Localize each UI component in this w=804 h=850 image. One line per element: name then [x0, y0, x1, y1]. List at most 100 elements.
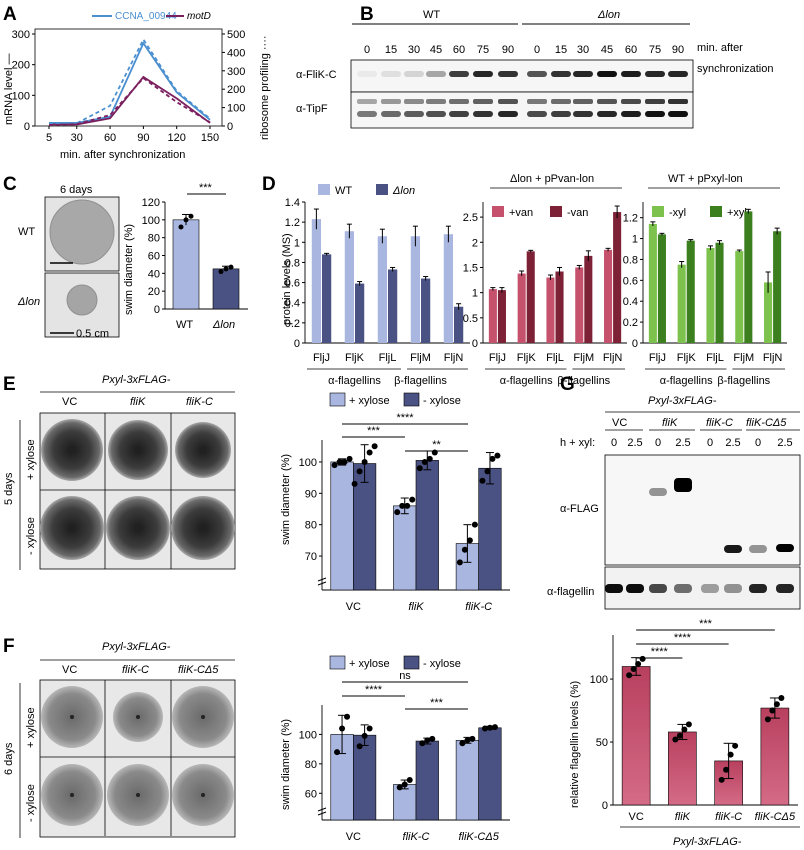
panel-a-ytick-right-label: 0	[227, 121, 233, 133]
panel-c-xtick-wt: WT	[176, 319, 193, 331]
panel-g-bar	[621, 666, 651, 806]
panel-g-band-flagellin	[674, 584, 692, 593]
panel-c-ytick-label: 80	[148, 233, 160, 245]
panel-g-time: 2.5	[725, 437, 740, 449]
panel-b-band-tipf-upper	[449, 99, 469, 104]
panel-b-band-tipf-lower	[404, 111, 424, 117]
panel-b-band-flik	[551, 71, 571, 77]
panel-b-band-tipf-lower	[473, 111, 493, 117]
panel-e-legend-2: - xylose	[423, 395, 461, 407]
panel-e-point	[416, 465, 423, 472]
panel-e-point	[351, 480, 358, 487]
panel-f-axis-break-1	[317, 807, 327, 812]
panel-b-caption-2: synchronization	[697, 63, 773, 75]
panel-g-hxyl: h + xyl:	[560, 437, 595, 449]
panel-g-xtick: VC	[628, 811, 643, 823]
panel-b-time-lon: 75	[649, 44, 661, 56]
panel-g-xtick: fliK-C	[715, 811, 742, 823]
panel-b-band-tipf-upper	[645, 99, 665, 104]
panel-e-inoculation-point	[201, 526, 205, 530]
panel-d-bar	[613, 212, 622, 343]
panel-g-col-1: VC	[612, 417, 627, 429]
panel-f-point	[491, 724, 498, 731]
panel-c-wt-label: WT	[18, 226, 35, 238]
panel-g-sig-label: ***	[699, 618, 713, 630]
panel-e-axis-break-1	[317, 577, 327, 582]
panel-d-xtick: FljJ	[313, 352, 330, 364]
panel-d-bar	[706, 247, 715, 343]
panel-e-legend-swatch-1	[329, 392, 346, 407]
panel-d-xtick: FljJ	[649, 352, 666, 364]
panel-d-bar	[648, 223, 657, 343]
panel-d-xtick: FljL	[546, 352, 564, 364]
panel-b-time-lon: 45	[601, 44, 613, 56]
panel-d-xtick: FljK	[677, 352, 697, 364]
panel-f-point	[344, 713, 351, 720]
panel-d-ytick-label: 2.5	[463, 212, 478, 224]
panel-e-point	[394, 509, 401, 516]
panel-e-point	[331, 462, 338, 469]
panel-g-time: 2.5	[777, 437, 792, 449]
panel-d-xtick: FljK	[517, 352, 537, 364]
panel-b-band-tipf-upper	[573, 99, 593, 104]
panel-b-wt: WT	[423, 9, 440, 21]
panel-c-scale-label: 0.5 cm	[76, 328, 109, 340]
panel-g-point	[778, 694, 785, 701]
panel-g-point	[676, 732, 683, 739]
panel-e-point	[456, 559, 463, 566]
panel-d-ytick-label: 1	[472, 288, 478, 300]
panel-f-ylabel: swim diameter (%)	[280, 719, 292, 810]
panel-g-band-flag	[649, 488, 667, 496]
panel-c-sig: ***	[199, 182, 213, 194]
panel-c-bar	[212, 268, 240, 310]
panel-a-ytick-left-label: 100	[12, 90, 30, 102]
panel-f-bar	[455, 740, 479, 821]
panel-g-time: 2.5	[675, 437, 690, 449]
panel-b-band-tipf-upper	[381, 99, 401, 104]
panel-d-legend-label: WT	[335, 185, 352, 197]
panel-f-ytick-label: 80	[305, 759, 317, 771]
panel-f-point	[424, 737, 431, 744]
panel-f-ytick-label: 60	[305, 788, 317, 800]
panel-f-inoculation-point	[136, 715, 140, 719]
panel-e-point	[371, 443, 378, 450]
panel-g-row1-label: α-FLAG	[560, 503, 599, 515]
panel-g-band-flagellin	[749, 584, 767, 593]
panel-e-ytick-label: 100	[299, 457, 317, 469]
panel-label-a: A	[3, 4, 17, 25]
panel-d-header-3: WT + pPxyl-lon	[668, 173, 743, 185]
panel-label-f: F	[3, 636, 15, 657]
panel-c-xtick-lon: Δlon	[212, 319, 235, 331]
panel-d-bar	[744, 211, 753, 343]
panel-d-ytick-label: 0.2	[285, 318, 300, 330]
panel-g-time: 0	[707, 437, 713, 449]
panel-d-bar	[773, 231, 782, 343]
panel-d-xtick: FljN	[763, 352, 783, 364]
panel-b-band-tipf-upper	[621, 99, 641, 104]
panel-e-point	[471, 521, 478, 528]
panel-b-time-lon: 60	[625, 44, 637, 56]
panel-e-point	[466, 537, 473, 544]
panel-f-ytick-label: 100	[299, 729, 317, 741]
panel-d-header-2: Δlon + pPvan-lon	[510, 173, 594, 185]
panel-a: CCNA_00944 motD 0 100 200 300 0 100 200 300 400…	[3, 11, 271, 161]
panel-label-g: G	[560, 374, 575, 395]
panel-label-c: C	[3, 174, 17, 195]
panel-g-col-3: fliK-C	[706, 417, 733, 429]
panel-g-point	[764, 716, 771, 723]
panel-e-point	[426, 455, 433, 462]
panel-b-band-tipf-lower	[668, 111, 688, 117]
panel-a-xtick-label: 150	[201, 132, 219, 144]
panel-g-ytick-label: 100	[590, 674, 608, 686]
panel-b-band-flik	[621, 71, 641, 77]
panel-b-band-flik	[573, 71, 593, 77]
panel-f-point	[429, 735, 436, 742]
panel-g-point	[626, 672, 633, 679]
panel-d-ytick-label: 0	[472, 338, 478, 350]
panel-e-legend-1: + xylose	[349, 395, 390, 407]
panel-f-xtick: VC	[346, 831, 361, 843]
panel-a-xtick-label: 5	[46, 132, 52, 144]
panel-e-axis-break-2	[317, 581, 327, 586]
panel-b-time-wt: 0	[364, 44, 370, 56]
panel-a-ytick-right-label: 500	[227, 29, 245, 41]
